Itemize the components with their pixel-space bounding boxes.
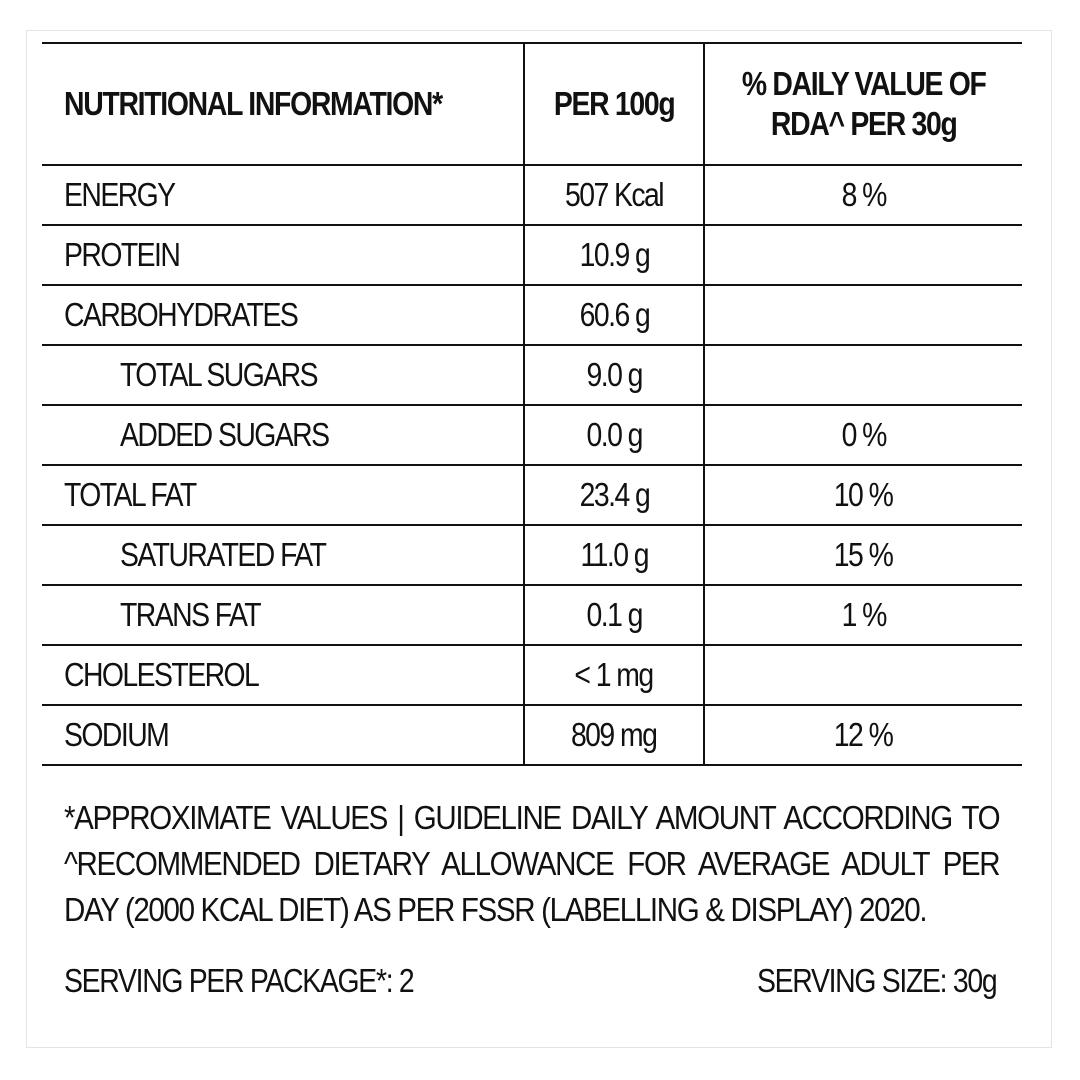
table-row: TRANS FAT 0.1 g 1 % <box>42 584 1022 646</box>
row-saturated-fat-dv: 15 % <box>703 524 1022 586</box>
servings-per-package: SERVING PER PACKAGE*: 2 <box>64 962 415 999</box>
row-added-sugars-dv: 0 % <box>703 404 1022 466</box>
row-protein-name: PROTEIN <box>42 224 524 286</box>
row-total-fat-dv: 10 % <box>703 464 1022 526</box>
table-header-row: NUTRITIONAL INFORMATION* PER 100g % DAIL… <box>42 42 1022 166</box>
row-sodium-name: SODIUM <box>42 704 524 766</box>
row-total-sugars-dv <box>703 344 1022 406</box>
label-frame <box>26 30 1052 1048</box>
table-row: TOTAL SUGARS 9.0 g <box>42 344 1022 406</box>
row-energy-dv: 8 % <box>703 164 1022 226</box>
row-sodium-per100: 809 mg <box>523 704 704 766</box>
row-cholesterol-dv <box>703 644 1022 706</box>
row-trans-fat-name: TRANS FAT <box>42 584 524 646</box>
row-energy-name: ENERGY <box>42 164 524 226</box>
row-cholesterol-per100: < 1 mg <box>523 644 704 706</box>
header-daily-value: % DAILY VALUE OF RDA^ PER 30g <box>703 42 1022 166</box>
row-trans-fat-per100: 0.1 g <box>523 584 704 646</box>
row-added-sugars-name: ADDED SUGARS <box>42 404 524 466</box>
footnote: *APPROXIMATE VALUES | GUIDELINE DAILY AM… <box>64 795 1001 933</box>
row-saturated-fat-per100: 11.0 g <box>523 524 704 586</box>
row-protein-per100: 10.9 g <box>523 224 704 286</box>
table-row: SODIUM 809 mg 12 % <box>42 704 1022 766</box>
table-row: TOTAL FAT 23.4 g 10 % <box>42 464 1022 526</box>
footnote-text: *APPROXIMATE VALUES | GUIDELINE DAILY AM… <box>64 799 1001 928</box>
header-daily-value-line2: RDA^ PER 30g <box>770 105 958 142</box>
row-total-sugars-per100: 9.0 g <box>523 344 704 406</box>
table-row: ENERGY 507 Kcal 8 % <box>42 164 1022 226</box>
nutrition-table-wrapper: NUTRITIONAL INFORMATION* PER 100g % DAIL… <box>42 42 1022 766</box>
row-carbohydrates-name: CARBOHYDRATES <box>42 284 524 346</box>
row-total-fat-per100: 23.4 g <box>523 464 704 526</box>
table-row: CARBOHYDRATES 60.6 g <box>42 284 1022 346</box>
row-total-sugars-name: TOTAL SUGARS <box>42 344 524 406</box>
row-total-fat-name: TOTAL FAT <box>42 464 524 526</box>
row-trans-fat-dv: 1 % <box>703 584 1022 646</box>
nutrition-table: NUTRITIONAL INFORMATION* PER 100g % DAIL… <box>42 42 1022 766</box>
row-sodium-dv: 12 % <box>703 704 1022 766</box>
table-row: PROTEIN 10.9 g <box>42 224 1022 286</box>
row-protein-dv <box>703 224 1022 286</box>
header-nutritional-information: NUTRITIONAL INFORMATION* <box>42 42 524 166</box>
serving-size: SERVING SIZE: 30g <box>756 962 998 999</box>
row-carbohydrates-dv <box>703 284 1022 346</box>
row-saturated-fat-name: SATURATED FAT <box>42 524 524 586</box>
table-row: SATURATED FAT 11.0 g 15 % <box>42 524 1022 586</box>
row-added-sugars-per100: 0.0 g <box>523 404 704 466</box>
row-cholesterol-name: CHOLESTEROL <box>42 644 524 706</box>
row-energy-per100: 507 Kcal <box>523 164 704 226</box>
header-per-100g: PER 100g <box>523 42 704 166</box>
row-carbohydrates-per100: 60.6 g <box>523 284 704 346</box>
table-row: ADDED SUGARS 0.0 g 0 % <box>42 404 1022 466</box>
header-daily-value-line1: % DAILY VALUE OF <box>741 65 987 102</box>
table-row: CHOLESTEROL < 1 mg <box>42 644 1022 706</box>
